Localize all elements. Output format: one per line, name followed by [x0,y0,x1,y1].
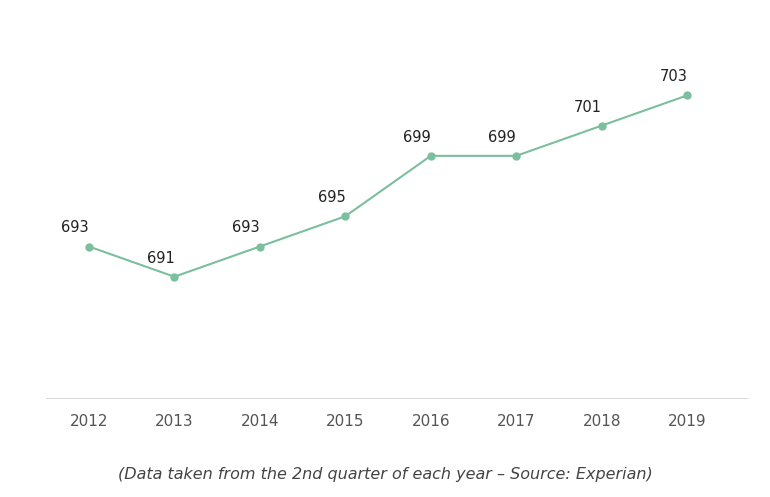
Text: 695: 695 [317,190,345,205]
Text: 699: 699 [403,130,430,145]
Text: 693: 693 [62,220,89,236]
Text: 703: 703 [659,69,687,84]
Text: 693: 693 [232,220,259,236]
Text: 699: 699 [488,130,516,145]
Text: 701: 701 [574,99,601,114]
Text: (Data taken from the 2nd quarter of each year – Source: Experian): (Data taken from the 2nd quarter of each… [118,467,652,482]
Text: 691: 691 [146,250,174,265]
